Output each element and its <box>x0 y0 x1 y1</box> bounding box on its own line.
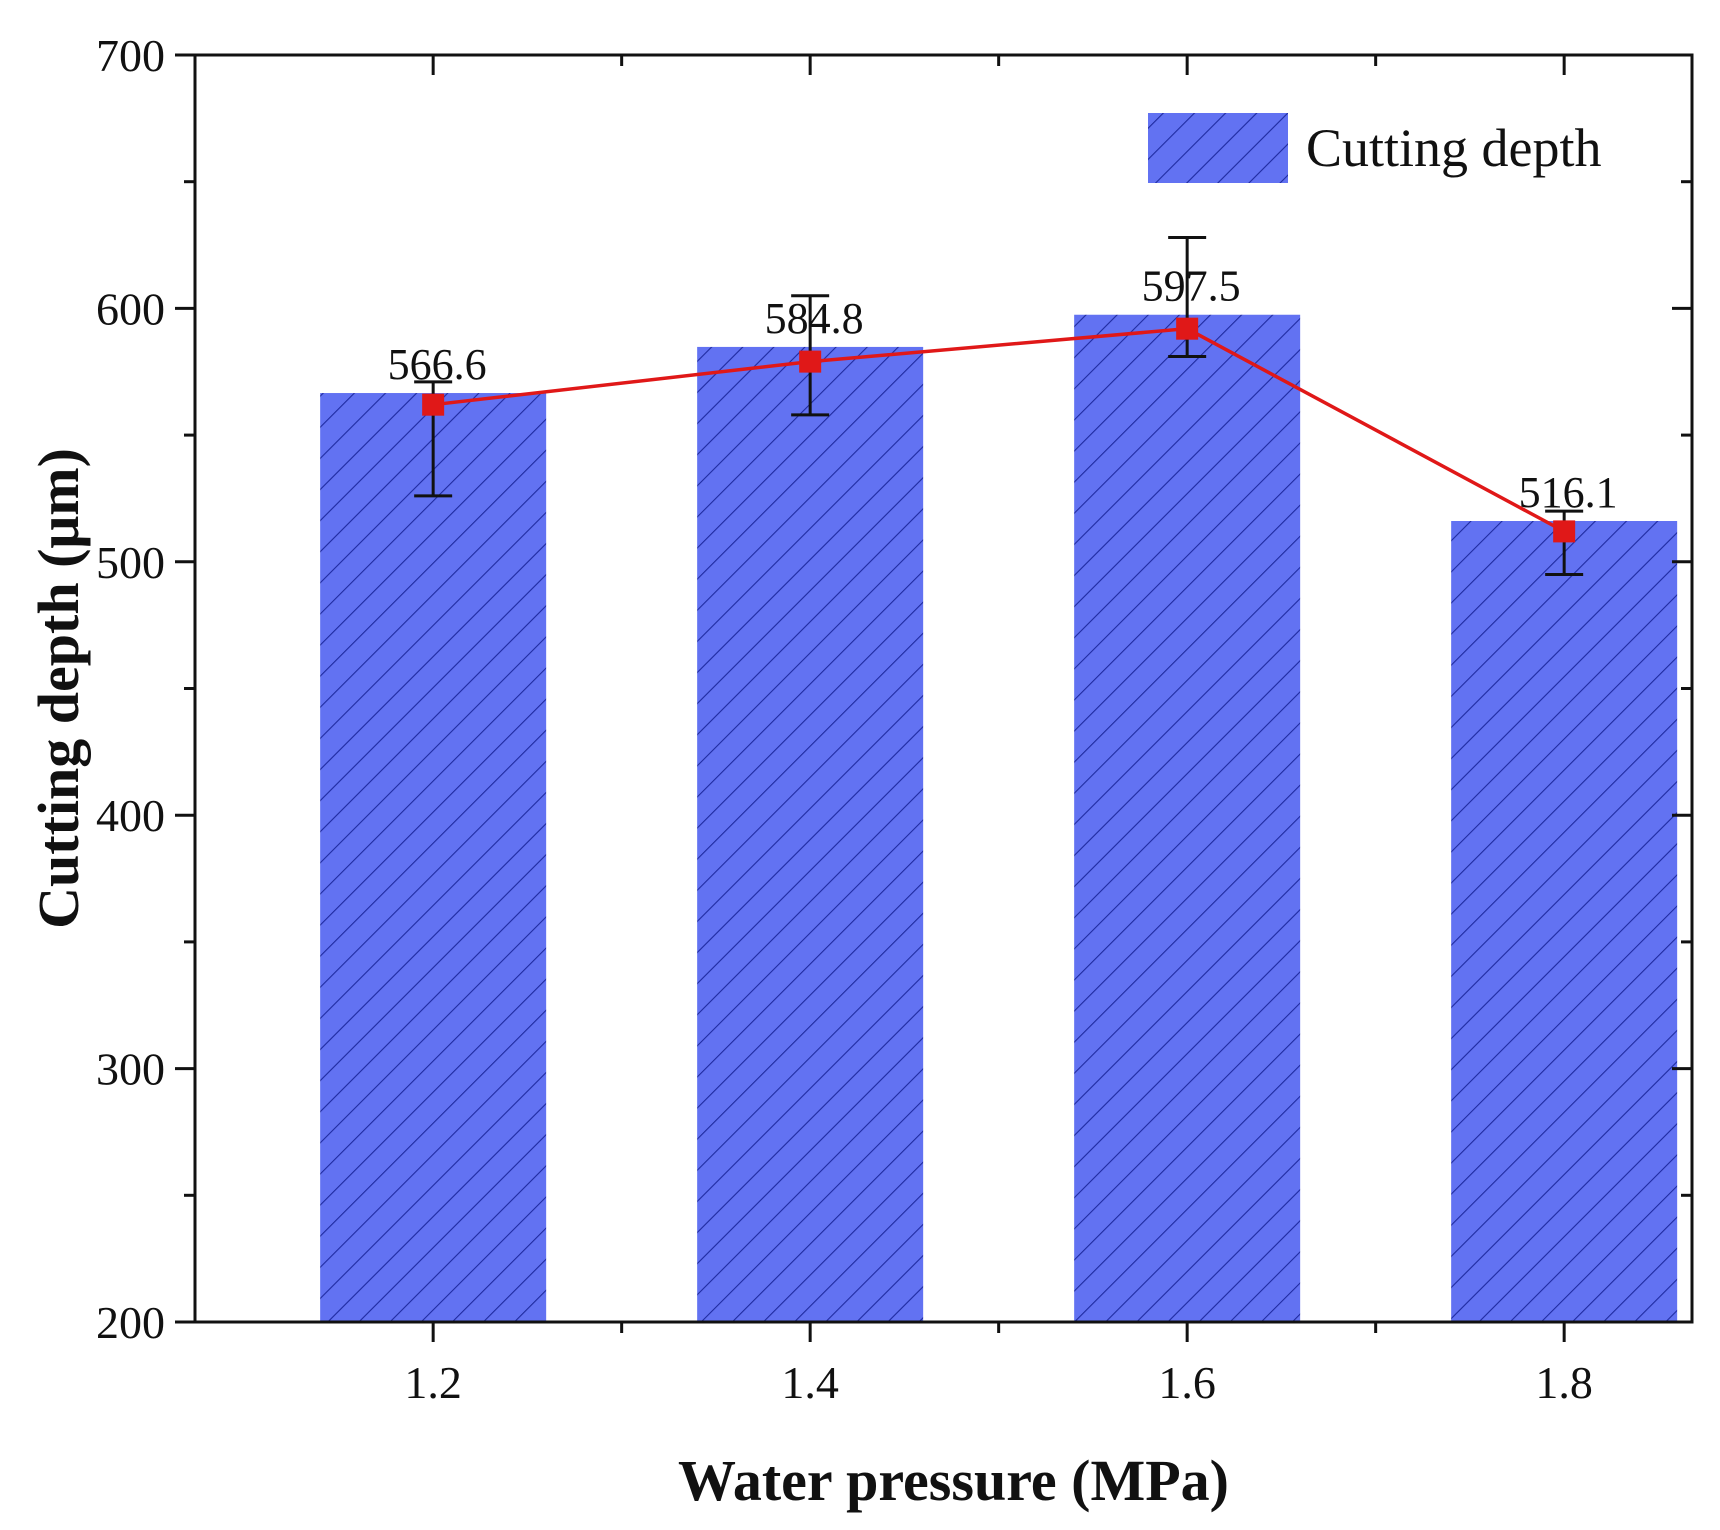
bar-1.6 <box>1074 314 1301 1322</box>
y-tick-label: 400 <box>96 790 165 841</box>
data-label-1.2: 566.6 <box>388 340 487 389</box>
marker-1.6 <box>1176 317 1199 340</box>
bar-1.4 <box>697 346 924 1322</box>
bar-1.2 <box>320 393 547 1322</box>
x-axis-title: Water pressure (MPa) <box>678 1448 1229 1513</box>
trend-line <box>432 326 1565 533</box>
y-tick-label: 300 <box>96 1044 165 1095</box>
marker-1.8 <box>1553 520 1576 543</box>
data-label-1.6: 597.5 <box>1142 262 1241 311</box>
y-tick-label: 500 <box>96 537 165 588</box>
legend-label: Cutting depth <box>1306 118 1602 178</box>
x-tick-label: 1.2 <box>404 1357 462 1408</box>
marker-1.2 <box>422 393 445 416</box>
data-label-1.4: 584.8 <box>765 294 864 343</box>
x-tick-label: 1.6 <box>1158 1357 1216 1408</box>
legend-swatch <box>1148 113 1288 183</box>
marker-1.4 <box>799 350 822 373</box>
bar-1.8 <box>1451 521 1678 1322</box>
legend: Cutting depth <box>1148 113 1602 183</box>
data-label-1.8: 516.1 <box>1519 468 1618 517</box>
y-tick-label: 200 <box>96 1297 165 1348</box>
y-tick-label: 700 <box>96 30 165 81</box>
y-axis-title: Cutting depth (μm) <box>26 448 91 929</box>
y-tick-label: 600 <box>96 283 165 334</box>
x-tick-label: 1.4 <box>781 1357 839 1408</box>
x-tick-label: 1.8 <box>1535 1357 1593 1408</box>
